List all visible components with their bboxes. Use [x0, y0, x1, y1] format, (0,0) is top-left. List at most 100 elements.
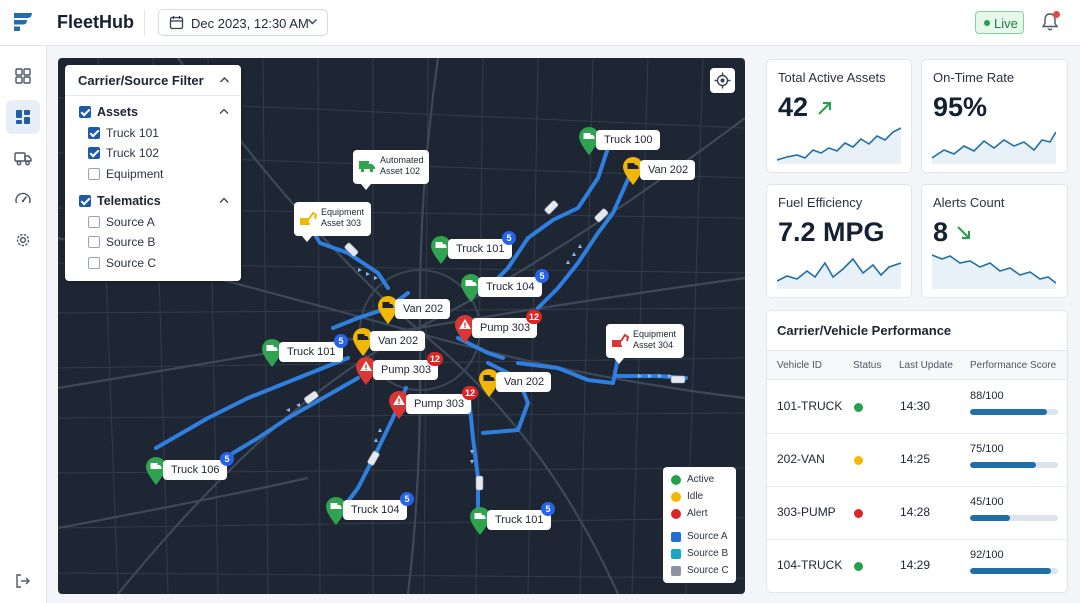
last-update: 14:30: [900, 399, 931, 413]
marker-count-badge: 5: [400, 492, 414, 506]
callout-line2: Asset 102: [380, 166, 421, 176]
truck-icon: [431, 236, 451, 264]
sidebar-item-dashboard[interactable]: [6, 100, 40, 134]
performance-score: 88/100: [970, 390, 1004, 402]
app-header: FleetHub Dec 2023, 12:30 AM Live: [0, 0, 1080, 46]
sidebar-item-logout[interactable]: [6, 564, 40, 598]
legend-label: Alert: [687, 508, 708, 519]
marker-label: Pump 303: [373, 360, 439, 380]
filter-item-label: Truck 101: [106, 126, 159, 140]
table-row[interactable]: 101-TRUCK 14:30 88/100: [767, 381, 1067, 434]
van-icon: [378, 296, 398, 324]
marker-count-badge: 12: [462, 386, 479, 400]
column-header[interactable]: Last Update: [899, 360, 953, 371]
column-header[interactable]: Vehicle ID: [777, 360, 823, 371]
score-bar: [970, 409, 1058, 415]
live-status-badge[interactable]: Live: [975, 11, 1024, 34]
sidebar-item-performance[interactable]: [6, 182, 40, 216]
chevron-down-icon: [308, 19, 317, 25]
checkbox[interactable]: [88, 127, 100, 139]
kpi-value: 8: [933, 217, 949, 247]
column-header[interactable]: Performance Score: [970, 360, 1057, 371]
kpi-sparkline: [932, 131, 1056, 164]
chevron-up-icon[interactable]: [219, 76, 230, 84]
excavator-icon: [612, 333, 629, 347]
kpi-card-on-time-rate: On-Time Rate 95%: [921, 59, 1068, 173]
score-bar: [970, 568, 1058, 574]
legend-swatch: [671, 475, 681, 485]
marker-count-badge: 5: [220, 452, 234, 466]
dashboard-icon: [16, 110, 30, 124]
legend-swatch: [671, 566, 681, 576]
legend-label: Source B: [687, 548, 729, 559]
van-icon: [353, 328, 373, 356]
sidebar-item-overview[interactable]: [6, 59, 40, 93]
crosshair-icon: [714, 72, 731, 89]
table-row[interactable]: 104-TRUCK 14:29 92/100: [767, 540, 1067, 592]
kpi-sparkline: [777, 127, 901, 164]
checkbox[interactable]: [88, 147, 100, 159]
carrier-source-filter: Carrier/Source Filter Assets Truck 101 T…: [65, 65, 241, 281]
filter-group-label: Telematics: [97, 194, 161, 208]
score-bar-fill: [970, 568, 1051, 574]
kpi-card-alerts-count: Alerts Count 8: [921, 184, 1068, 298]
excavator-icon: [300, 211, 317, 225]
marker-label: Truck 101: [487, 510, 551, 530]
table-row[interactable]: 202-VAN 14:25 75/100: [767, 434, 1067, 487]
vehicle-id: 101-TRUCK: [777, 399, 843, 413]
legend-label: Active: [687, 474, 715, 485]
kpi-value: 42: [778, 92, 809, 122]
map-legend: Active Idle Alert Source A Source B Sour…: [663, 467, 736, 583]
column-header[interactable]: Status: [853, 360, 882, 371]
vehicle-id: 303-PUMP: [777, 505, 836, 519]
live-label: Live: [994, 16, 1018, 31]
warning-icon: [389, 391, 409, 419]
asset-callout[interactable]: Equipment Asset 303: [294, 202, 371, 242]
sidebar-item-settings[interactable]: [6, 223, 40, 257]
checkbox[interactable]: [79, 195, 91, 207]
chevron-up-icon[interactable]: [219, 108, 229, 115]
checkbox[interactable]: [88, 236, 100, 248]
checkbox[interactable]: [79, 106, 91, 118]
fleet-map[interactable]: Truck 100 Van 202 Truck 101 5 Truck 104 …: [58, 58, 745, 594]
speedometer-icon: [15, 192, 31, 204]
fleethub-logo-icon: [14, 13, 32, 31]
marker-label: Van 202: [496, 372, 552, 392]
marker-label: Truck 101: [448, 239, 512, 259]
marker-count-badge: 5: [541, 502, 555, 516]
callout-line2: Asset 303: [321, 218, 362, 228]
last-update: 14:29: [900, 558, 931, 572]
table-row[interactable]: 303-PUMP 14:28 45/100: [767, 487, 1067, 540]
truck-icon: [326, 497, 346, 525]
filter-item-label: Source A: [106, 215, 155, 229]
chevron-up-icon[interactable]: [219, 197, 229, 204]
date-selector[interactable]: Dec 2023, 12:30 AM: [158, 9, 328, 36]
checkbox[interactable]: [88, 257, 100, 269]
marker-label: Truck 101: [279, 342, 343, 362]
marker-count-badge: 5: [502, 231, 516, 245]
logout-icon: [16, 574, 30, 588]
kpi-value: 95%: [933, 92, 988, 122]
gear-icon: [16, 233, 30, 247]
asset-callout[interactable]: Equipment Asset 304: [606, 324, 684, 364]
marker-label: Van 202: [395, 299, 451, 319]
filter-divider: [65, 95, 241, 96]
trend-down-icon: [957, 226, 970, 239]
sidebar-item-vehicles[interactable]: [6, 141, 40, 175]
checkbox[interactable]: [88, 168, 100, 180]
asset-callout[interactable]: Automated Asset 102: [353, 150, 429, 190]
grid-icon: [15, 68, 31, 84]
sidebar: [0, 46, 47, 603]
checkbox[interactable]: [88, 216, 100, 228]
header-divider: [144, 10, 145, 36]
marker-label: Pump 303: [406, 394, 472, 414]
status-dot: [854, 562, 863, 571]
last-update: 14:28: [900, 505, 931, 519]
marker-label: Van 202: [640, 160, 696, 180]
truck-icon: [262, 339, 282, 367]
carrier-vehicle-performance: Carrier/Vehicle Performance Vehicle ID S…: [766, 310, 1068, 593]
locate-button[interactable]: [710, 68, 735, 93]
last-update: 14:25: [900, 452, 931, 466]
truck-icon: [146, 457, 166, 485]
van-icon: [623, 157, 643, 185]
